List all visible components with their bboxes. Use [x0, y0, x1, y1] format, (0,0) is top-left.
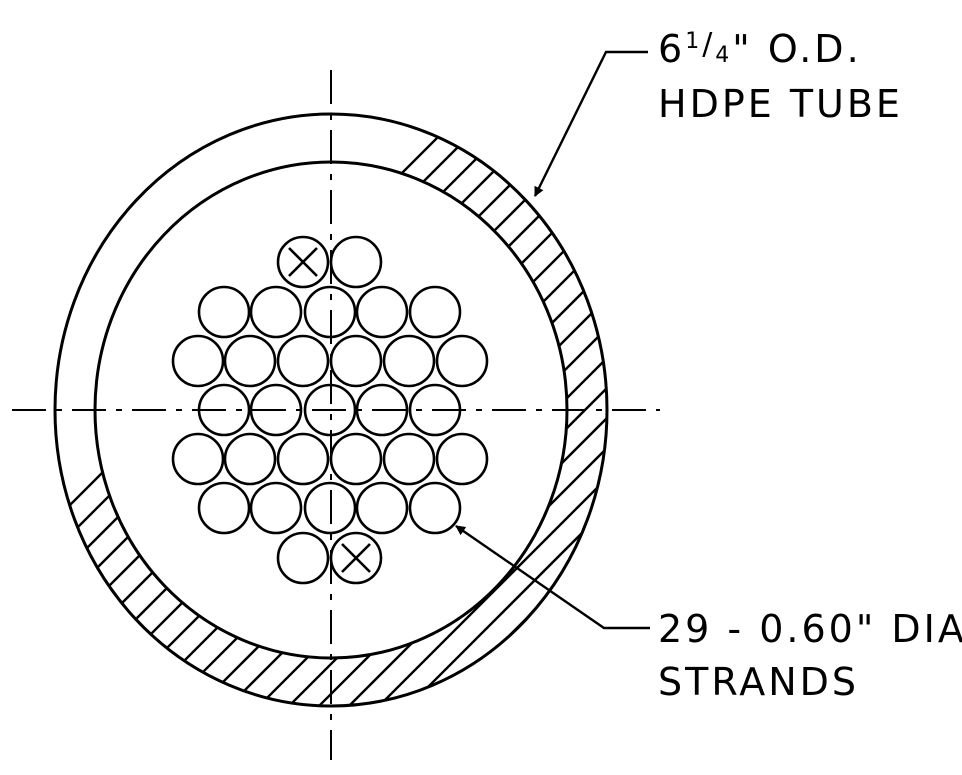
strand-bundle	[171, 235, 489, 585]
strand	[435, 432, 489, 486]
tube-size-rest: " O.D.	[732, 27, 861, 71]
strand	[197, 481, 251, 535]
strand	[408, 481, 462, 535]
strand	[329, 432, 383, 486]
strand	[276, 531, 330, 585]
strand	[355, 285, 409, 339]
strand	[329, 334, 383, 388]
strand	[382, 432, 436, 486]
svg-text:61/4" O.D.: 61/4" O.D.	[658, 27, 862, 71]
strand	[223, 334, 277, 388]
tube-size-slash: /	[702, 27, 715, 62]
hatch-line	[910, 0, 962, 775]
strands-leader-line	[455, 525, 650, 630]
strand-x-mark	[288, 247, 318, 277]
strand	[408, 285, 462, 339]
strand-x-mark	[341, 543, 371, 573]
strand	[435, 334, 489, 388]
strand	[276, 334, 330, 388]
strand	[249, 481, 303, 535]
strand	[249, 285, 303, 339]
strand	[171, 432, 225, 486]
strands-callout-label: 29 - 0.60" DIA STRANDS	[658, 607, 962, 704]
hatch-line	[940, 0, 962, 775]
tube-material-label: HDPE TUBE	[658, 82, 903, 126]
strand	[171, 334, 225, 388]
hatch-line	[309, 114, 606, 706]
strand	[355, 481, 409, 535]
strand	[329, 235, 383, 289]
strands-type-label: STRANDS	[658, 660, 859, 704]
strand	[276, 432, 330, 486]
hatch-line	[279, 114, 606, 706]
strand	[197, 285, 251, 339]
tube-size-whole: 6	[658, 27, 685, 71]
tube-size-denominator: 4	[715, 43, 732, 68]
hatch-line	[339, 114, 606, 706]
tube-callout-label: 61/4" O.D. HDPE TUBE	[658, 27, 903, 126]
tube-size-numerator: 1	[685, 29, 702, 54]
strand	[223, 432, 277, 486]
strands-count-label: 29 - 0.60" DIA	[658, 607, 962, 651]
tube-leader-line	[533, 50, 648, 197]
strand	[382, 334, 436, 388]
